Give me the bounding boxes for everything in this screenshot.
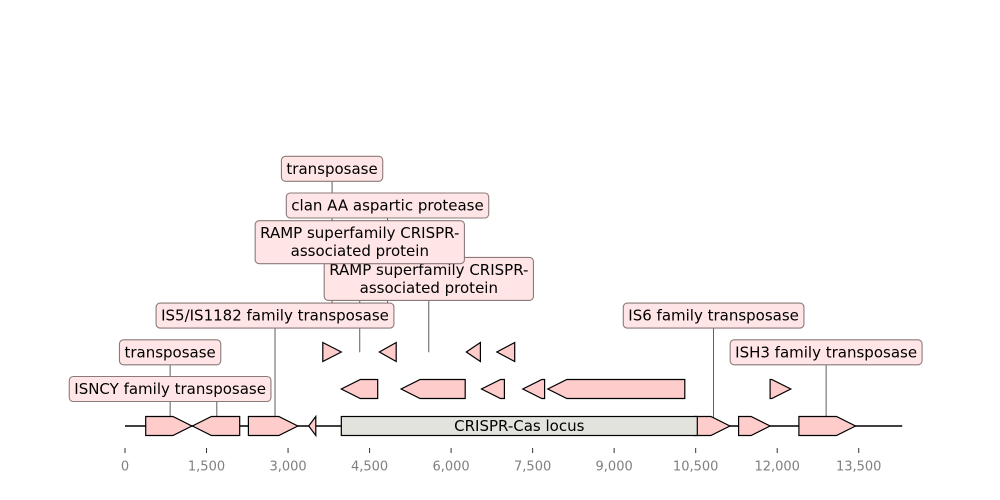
annotation-text: clan AA aspartic protease — [291, 197, 483, 215]
feature-gene-5 — [693, 415, 732, 437]
annotation-box — [285, 192, 490, 219]
annotation-label-8: IS6 family transposase — [622, 302, 805, 329]
annotation-box — [155, 302, 395, 329]
annotation-box — [118, 339, 222, 366]
annotation-labels: ISNCY family transposase transposase IS5/I… — [68, 155, 923, 403]
crispr-locus: CRISPR-Cas locus — [340, 415, 698, 437]
annotation-box — [280, 155, 384, 182]
feature-gene-10 — [480, 378, 505, 400]
x-axis: 0 1,500 3,000 4,500 6,000 7,500 9,000 10,500 12,… — [121, 448, 882, 475]
annotation-label-1: ISNCY family transposase — [68, 375, 272, 403]
feature-gene-2 — [191, 415, 241, 437]
axis-tick-label: 6,000 — [432, 460, 469, 475]
annotation-text: IS6 family transposase — [628, 307, 799, 325]
annotation-text: transposase — [286, 160, 377, 178]
annotation-text: associated protein — [360, 279, 498, 297]
crispr-locus-label: CRISPR-Cas locus — [454, 417, 584, 435]
feature-gene-16 — [465, 341, 481, 363]
axis-tick-label: 13,500 — [836, 460, 882, 475]
features-layer — [145, 341, 857, 438]
feature-gene-14 — [322, 341, 343, 363]
feature-gene-1 — [145, 415, 194, 437]
annotation-box — [254, 220, 465, 265]
annotation-label-6: clan AA aspartic protease — [285, 192, 490, 219]
feature-gene-15 — [378, 341, 397, 363]
feature-gene-11 — [521, 378, 546, 400]
annotation-text: ISNCY family transposase — [74, 380, 266, 398]
feature-gene-12 — [546, 378, 686, 400]
annotation-label-5: RAMP superfamily CRISPR-associated prote… — [254, 220, 465, 265]
annotation-text: IS5/IS1182 family transposase — [161, 307, 389, 325]
feature-gene-8 — [339, 378, 379, 400]
annotation-text: transposase — [124, 343, 215, 361]
feature-gene-7 — [798, 415, 857, 437]
annotation-text: RAMP superfamily CRISPR- — [329, 261, 528, 279]
feature-gene-3 — [247, 415, 300, 437]
axis-tick-label: 12,000 — [754, 460, 800, 475]
annotation-label-9: ISH3 family transposase — [729, 339, 923, 366]
annotation-box — [68, 375, 272, 403]
axis-tick-label: 9,000 — [596, 460, 633, 475]
axis-tick-label: 7,500 — [514, 460, 551, 475]
axis-tick-label: 4,500 — [351, 460, 388, 475]
annotation-label-7: transposase — [280, 155, 384, 182]
feature-gene-6 — [737, 415, 772, 437]
annotation-box — [622, 302, 805, 329]
axis-tick-label: 10,500 — [673, 460, 719, 475]
annotation-text: ISH3 family transposase — [735, 343, 917, 361]
axis-tick-label: 1,500 — [188, 460, 225, 475]
annotation-box — [729, 339, 923, 366]
annotation-label-3: IS5/IS1182 family transposase — [155, 302, 395, 329]
crispr-locus-box — [340, 415, 698, 437]
annotation-text: associated protein — [291, 242, 429, 260]
axis-tick-label: 3,000 — [269, 460, 306, 475]
annotation-label-4: RAMP superfamily CRISPR-associated prote… — [323, 256, 534, 301]
annotation-text: RAMP superfamily CRISPR- — [260, 224, 459, 242]
feature-gene-13 — [769, 378, 793, 400]
annotation-label-2: transposase — [118, 339, 222, 366]
feature-gene-4 — [307, 414, 317, 438]
feature-gene-17 — [495, 341, 516, 363]
axis-tick-label: 0 — [121, 460, 129, 475]
feature-gene-9 — [399, 378, 466, 400]
